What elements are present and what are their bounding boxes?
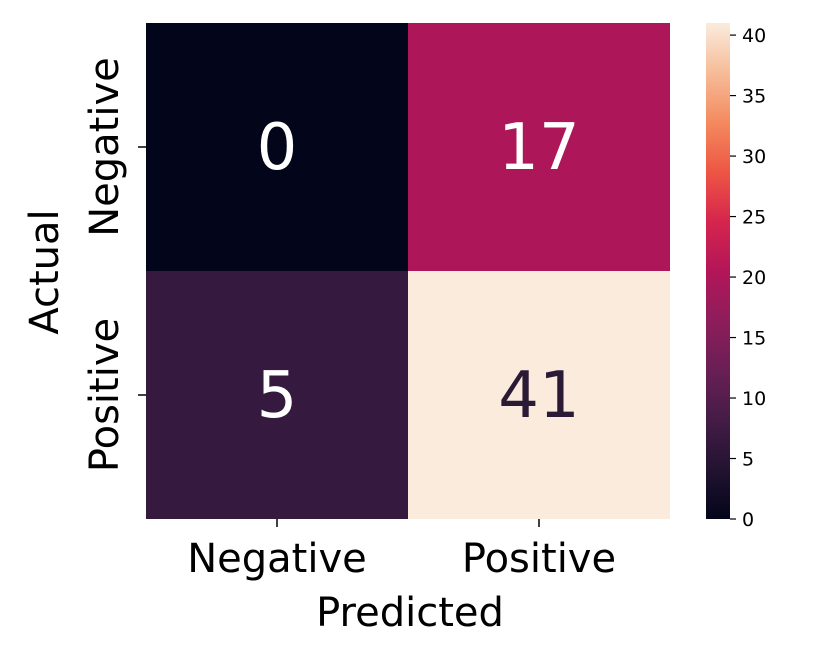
heatmap-cell <box>146 271 408 519</box>
colorbar-ticks: 0 5 10 15 20 25 30 35 40 <box>730 25 766 531</box>
colorbar-tick-label: 5 <box>742 449 754 471</box>
x-axis-ticks: Negative Positive <box>187 519 616 582</box>
heatmap-cells <box>146 23 670 519</box>
colorbar-tick-label: 0 <box>742 509 754 531</box>
colorbar-tick-label: 10 <box>742 388 766 410</box>
colorbar-tick-label: 40 <box>742 25 766 47</box>
y-axis-ticks: Negative Positive <box>82 57 146 472</box>
colorbar-tick-label: 20 <box>742 267 766 289</box>
y-tick-label: Negative <box>82 57 128 237</box>
colorbar-tick-label: 25 <box>742 207 766 229</box>
colorbar-tick-label: 30 <box>742 146 766 168</box>
heatmap-cell <box>408 23 670 271</box>
cell-value-label: 17 <box>498 111 579 185</box>
y-tick-label: Positive <box>82 318 128 472</box>
cell-value-label: 0 <box>257 111 298 185</box>
colorbar <box>706 23 730 519</box>
cell-value-label: 5 <box>257 359 298 433</box>
heatmap-value-labels: 0 17 5 41 <box>257 111 580 433</box>
x-tick-label: Positive <box>462 536 616 582</box>
y-axis-label: Actual <box>22 209 68 334</box>
x-tick-label: Negative <box>187 536 367 582</box>
cell-value-label: 41 <box>498 359 579 433</box>
x-axis-label: Predicted <box>316 590 504 636</box>
colorbar-tick-label: 35 <box>742 86 766 108</box>
heatmap-cell <box>408 271 670 519</box>
colorbar-tick-label: 15 <box>742 328 766 350</box>
heatmap-cell <box>146 23 408 271</box>
